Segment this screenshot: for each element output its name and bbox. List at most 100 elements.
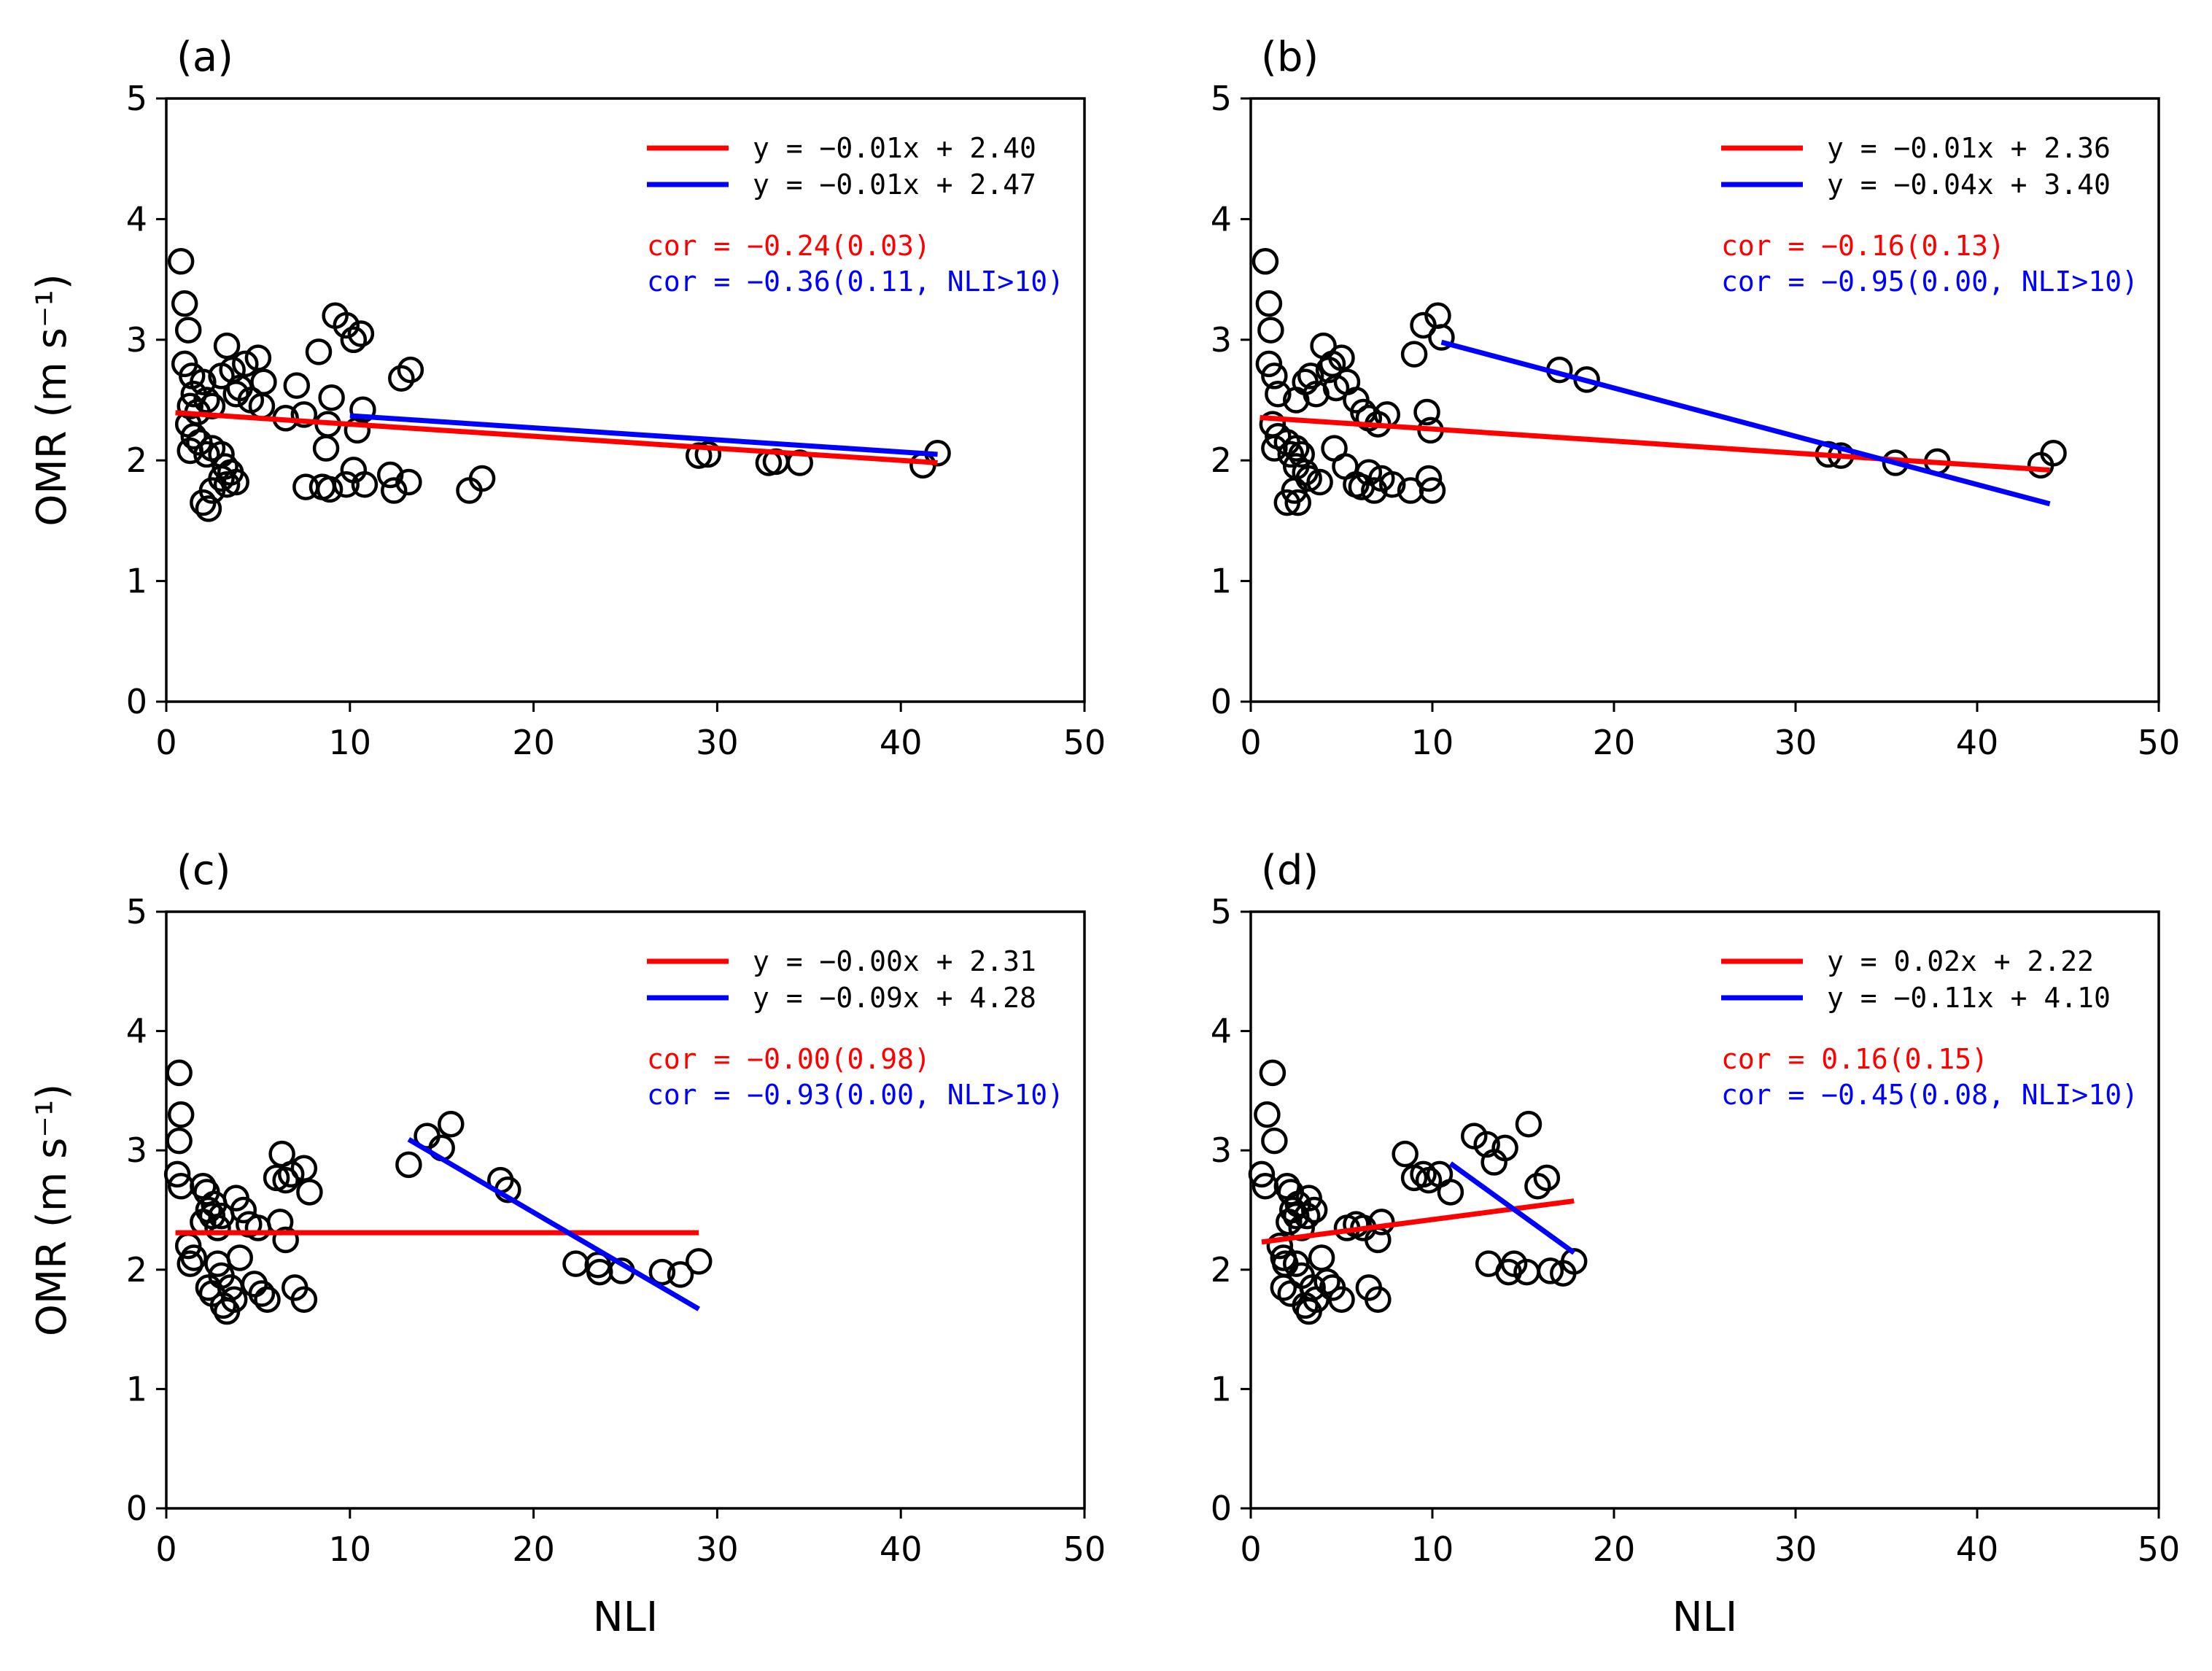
data-point — [1261, 1127, 1288, 1155]
cor-annotation-all: cor = −0.00(0.98) — [647, 1043, 931, 1075]
data-point — [198, 392, 226, 420]
data-point — [1284, 489, 1311, 516]
data-point — [166, 1059, 193, 1087]
axes-frame — [165, 910, 1086, 1510]
data-point — [667, 1261, 694, 1288]
data-point — [1392, 1140, 1419, 1168]
x-tick-label: 10 — [329, 723, 372, 762]
data-point — [1419, 477, 1446, 504]
data-point — [213, 332, 241, 360]
data-point — [388, 365, 415, 392]
data-point — [1295, 1185, 1322, 1211]
x-tick-label: 30 — [696, 723, 739, 762]
data-point — [1415, 465, 1443, 492]
data-point — [685, 1248, 713, 1275]
y-tick-label: 4 — [126, 199, 147, 239]
data-point — [395, 1151, 422, 1179]
data-point — [468, 465, 496, 492]
y-tick-label: 3 — [126, 320, 147, 360]
data-point — [1537, 1257, 1564, 1284]
data-point — [340, 326, 368, 354]
data-point — [190, 489, 217, 516]
y-tick-label: 1 — [126, 562, 147, 601]
x-tick-label: 20 — [1593, 1530, 1636, 1569]
data-point — [1257, 317, 1284, 344]
legend-label-blue: y = −0.11x + 4.10 — [1827, 982, 2111, 1014]
data-point — [167, 1101, 195, 1128]
fit-line-nli-gt10 — [1440, 339, 2051, 507]
data-point — [1299, 1274, 1326, 1301]
data-point — [174, 317, 202, 344]
cor-annotation-all: cor = −0.24(0.03) — [647, 230, 931, 262]
data-point — [244, 344, 272, 371]
x-axis-label: NLI — [593, 1594, 659, 1641]
legend-label-blue: y = −0.09x + 4.28 — [753, 982, 1036, 1014]
data-point — [232, 350, 259, 378]
fit-line-all — [1261, 1198, 1575, 1245]
data-point — [1288, 441, 1315, 468]
cor-annotation-nli-gt10: cor = −0.93(0.00, NLI>10) — [647, 1079, 1064, 1111]
panel-label: (a) — [176, 34, 233, 81]
fit-line-nli-gt10 — [1448, 1161, 1576, 1255]
x-tick-label: 30 — [1774, 723, 1817, 762]
y-tick-label: 5 — [126, 892, 147, 931]
x-tick-label: 50 — [1063, 1530, 1106, 1569]
y-tick-label: 4 — [126, 1012, 147, 1051]
legend-label-red: y = −0.01x + 2.36 — [1827, 132, 2111, 164]
data-point — [1277, 441, 1305, 468]
data-point — [292, 473, 319, 500]
y-tick-label: 1 — [126, 1369, 147, 1408]
data-point — [1491, 1134, 1518, 1162]
x-tick-label: 0 — [1240, 723, 1261, 762]
y-tick-label: 0 — [126, 682, 147, 721]
fit-line-nli-gt10 — [407, 1137, 700, 1311]
data-point — [380, 477, 408, 504]
data-point — [283, 372, 311, 399]
data-point — [171, 290, 198, 317]
data-point — [1365, 1286, 1392, 1313]
data-point — [180, 422, 208, 450]
data-point — [1259, 1059, 1287, 1087]
data-point — [438, 1110, 465, 1138]
data-point — [226, 1244, 253, 1271]
data-point — [1355, 459, 1383, 486]
legend-label-blue: y = −0.04x + 3.40 — [1827, 168, 2111, 201]
data-point — [296, 1179, 323, 1206]
y-tick-label: 0 — [126, 1489, 147, 1528]
data-point — [290, 1155, 318, 1182]
data-point — [1261, 362, 1288, 389]
data-point — [1293, 1202, 1321, 1230]
data-point — [1328, 344, 1355, 371]
y-tick-label: 1 — [1211, 1369, 1232, 1408]
data-point — [397, 356, 424, 384]
y-tick-label: 1 — [1211, 562, 1232, 601]
legend-label-red: y = −0.01x + 2.40 — [753, 132, 1036, 164]
data-point — [193, 387, 220, 414]
panel-c: 0 10 20 30 40 50 0 1 2 3 4 5 (c) OMR (m s⁻¹) NLI y = −0… — [28, 847, 1106, 1641]
data-point — [167, 248, 195, 275]
data-point — [1473, 1131, 1500, 1158]
axes-frame — [165, 97, 1086, 703]
data-point — [1255, 350, 1283, 378]
data-point — [1288, 1214, 1315, 1241]
x-tick-label: 20 — [1593, 723, 1636, 762]
x-tick-label: 40 — [880, 1530, 923, 1569]
data-point — [290, 1286, 318, 1313]
data-point — [272, 1226, 299, 1254]
y-axis-label: OMR (m s⁻¹) — [28, 274, 76, 526]
data-point — [694, 441, 722, 468]
data-point — [195, 495, 222, 522]
cor-annotation-all: cor = 0.16(0.15) — [1721, 1043, 1988, 1075]
data-point — [204, 1214, 231, 1241]
data-point — [786, 449, 813, 476]
data-point — [909, 451, 936, 479]
data-point — [1300, 1196, 1328, 1224]
data-point — [277, 1160, 305, 1188]
data-point — [1413, 398, 1440, 426]
x-tick-label: 10 — [1411, 723, 1454, 762]
data-point — [222, 468, 249, 496]
data-point — [1255, 290, 1283, 317]
data-point — [648, 1258, 676, 1286]
data-point — [220, 1286, 248, 1313]
data-point — [305, 338, 333, 365]
